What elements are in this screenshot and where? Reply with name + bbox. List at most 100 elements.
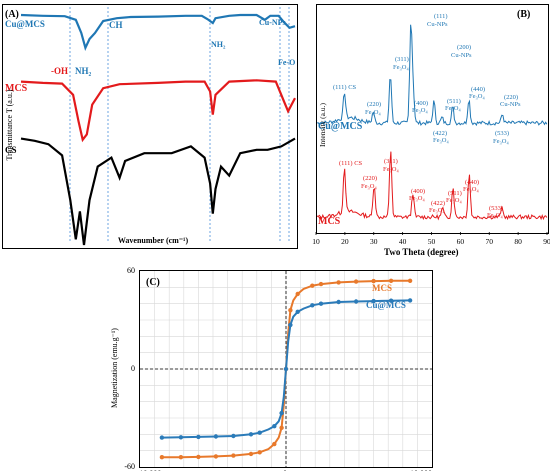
ftir-chart: (A)Cu@MCS CH NH₂ Cu-NPs Fe-O -OH NH₂ MCS CS Waven… <box>5 7 296 246</box>
xrd-x-axis-label: Two Theta (degree) <box>384 247 459 257</box>
xrd-peak-label: Fe₃O₄ <box>487 212 503 219</box>
xrd-peak-label: (422) <box>433 130 447 137</box>
vsm-data-point <box>213 454 219 459</box>
xrd-peak-label: (111) <box>434 13 448 20</box>
series-label-mcs: MCS <box>5 83 28 94</box>
ftir-series-line <box>20 13 296 51</box>
series-label-cu-mcs: Cu@MCS <box>366 300 406 310</box>
xrd-peak-label: Fe₃O₄ <box>463 186 479 193</box>
xrd-x-tick-label: 40 <box>399 237 407 246</box>
xrd-peak-label: Cu-NPs <box>500 101 521 108</box>
vsm-x-tick-label: 10,000 <box>410 469 432 471</box>
xrd-peak-label: (311) <box>395 56 409 63</box>
xrd-chart: (111) CS(220)Fe₃O₄(311)Fe₃O₄(400)Fe₃O₄(1… <box>316 9 548 227</box>
vsm-data-point <box>288 322 293 328</box>
series-label-mcs: MCS <box>372 283 392 293</box>
xrd-peak-label: (440) <box>465 179 479 186</box>
vsm-data-point <box>310 283 315 288</box>
xrd-panel: (111) CS (220) Fe₃O₄ (311) Fe₃O₄ (400) Fe₃O₄ (1… <box>316 4 549 234</box>
vsm-data-point <box>196 434 201 440</box>
annotation-nh2: NH₂ <box>211 40 226 49</box>
xrd-series-mcs <box>316 151 548 221</box>
xrd-peak-label: Cu-NPs <box>451 52 472 59</box>
ftir-x-axis-label: Wavenumber (cm⁻¹) <box>118 236 189 245</box>
vsm-data-point <box>336 280 341 285</box>
vsm-data-point <box>257 450 262 455</box>
panel-label: (B) <box>517 9 530 20</box>
xrd-y-axis-label: Intensity (a.u.) <box>318 103 327 147</box>
annotation-fe-o: Fe-O <box>278 58 295 67</box>
xrd-peak-label: (533) <box>495 130 509 137</box>
xrd-peak-label: (111) CS <box>339 160 363 167</box>
annotation-oh: -OH <box>51 66 68 76</box>
series-label-cu-mcs: Cu@MCS <box>318 121 363 132</box>
vsm-data-point <box>279 410 284 416</box>
vsm-data-point <box>231 433 236 439</box>
vsm-data-point <box>388 298 394 303</box>
xrd-peak-label: (533) <box>489 205 503 212</box>
vsm-data-point <box>279 425 284 430</box>
vsm-data-point <box>288 308 293 313</box>
xrd-x-tick-label: 30 <box>370 237 378 246</box>
xrd-peak-label: (220) <box>367 101 381 108</box>
xrd-peak-label: Cu-NPs <box>427 21 448 28</box>
vsm-data-point <box>248 451 254 457</box>
xrd-peak-label: (111) CS <box>333 84 357 91</box>
vsm-data-point <box>213 434 219 439</box>
vsm-data-point <box>353 279 359 284</box>
vsm-x-tick-label: 0 <box>283 469 287 471</box>
xrd-peak-label: Fe₃O₄ <box>361 183 377 190</box>
ftir-y-axis-label: Transmittance T (a.u.) <box>5 89 14 160</box>
xrd-x-tick-label: 20 <box>341 237 349 246</box>
vsm-y-axis-label: Magnetization (emu.g⁻¹) <box>110 328 119 408</box>
vsm-data-point <box>295 309 300 314</box>
vsm-data-point <box>178 435 184 440</box>
ftir-panel: (A) Cu@MCS CH NH₂ Cu-NPs Fe-O -OH NH₂ MCS CS Waven… <box>2 4 298 249</box>
xrd-x-axis: 10 20 30 40 50 60 70 80 90 <box>312 232 550 246</box>
annotation-ch: CH <box>109 20 123 30</box>
xrd-peak-label: (200) <box>457 44 471 51</box>
vsm-data-point <box>196 454 201 460</box>
xrd-peak-label: (511) <box>447 98 461 105</box>
series-label-cs: CS <box>5 145 17 155</box>
xrd-peak-label: Fe₃O₄ <box>412 107 428 114</box>
xrd-peak-label: (220) <box>504 94 518 101</box>
vsm-data-point <box>295 291 300 297</box>
vsm-data-point <box>178 455 184 460</box>
ftir-series-line <box>20 79 296 143</box>
xrd-x-tick-label: 70 <box>486 237 494 246</box>
xrd-peak-label: (400) <box>414 100 428 107</box>
vsm-data-point <box>353 299 359 304</box>
vsm-data-point <box>310 303 315 308</box>
xrd-peak-label: (400) <box>411 188 425 195</box>
vsm-data-point <box>159 455 165 460</box>
annotation-nh2-2: NH₂ <box>75 66 92 76</box>
vsm-data-point <box>371 298 376 304</box>
vsm-data-point <box>407 298 413 303</box>
vsm-data-point <box>248 432 254 437</box>
vsm-data-point <box>371 278 376 284</box>
series-label-cu-mcs: Cu@MCS <box>5 19 45 29</box>
xrd-peak-label: (422) <box>431 200 445 207</box>
vsm-y-tick-label: 60 <box>127 266 135 275</box>
xrd-peak-label: (311) <box>384 158 398 165</box>
vsm-data-point <box>407 278 413 283</box>
vsm-axes: 600-60-10,000010,000Field (G)Magnetizati… <box>110 266 432 471</box>
annotation-cu-nps: Cu-NPs <box>259 18 286 27</box>
panel-label: (C) <box>146 277 160 288</box>
vsm-data-point <box>231 453 236 458</box>
xrd-peak-label: Fe₃O₄ <box>445 105 461 112</box>
vsm-y-tick-label: -60 <box>124 462 135 471</box>
xrd-x-tick-label: 80 <box>514 237 522 246</box>
vsm-data-point <box>283 366 289 372</box>
vsm-panel: (C) MCS Cu@MCS <box>139 270 433 468</box>
series-label-mcs: MCS <box>318 216 341 227</box>
vsm-data-point <box>388 278 394 283</box>
xrd-peak-label: Fe₃O₄ <box>383 166 399 173</box>
xrd-peak-label: Fe₃O₄ <box>409 195 425 202</box>
xrd-peak-label: Fe₃O₄ <box>446 197 462 204</box>
xrd-x-tick-label: 10 <box>312 237 320 246</box>
xrd-peak-label: Fe₃O₄ <box>429 207 445 214</box>
vsm-x-tick-label: -10,000 <box>137 469 162 471</box>
xrd-peak-label: Fe₃O₄ <box>469 93 485 100</box>
